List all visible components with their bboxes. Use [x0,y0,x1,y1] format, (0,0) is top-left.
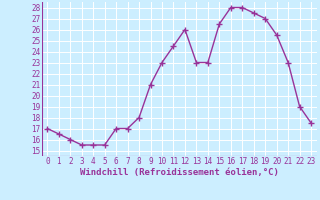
X-axis label: Windchill (Refroidissement éolien,°C): Windchill (Refroidissement éolien,°C) [80,168,279,177]
